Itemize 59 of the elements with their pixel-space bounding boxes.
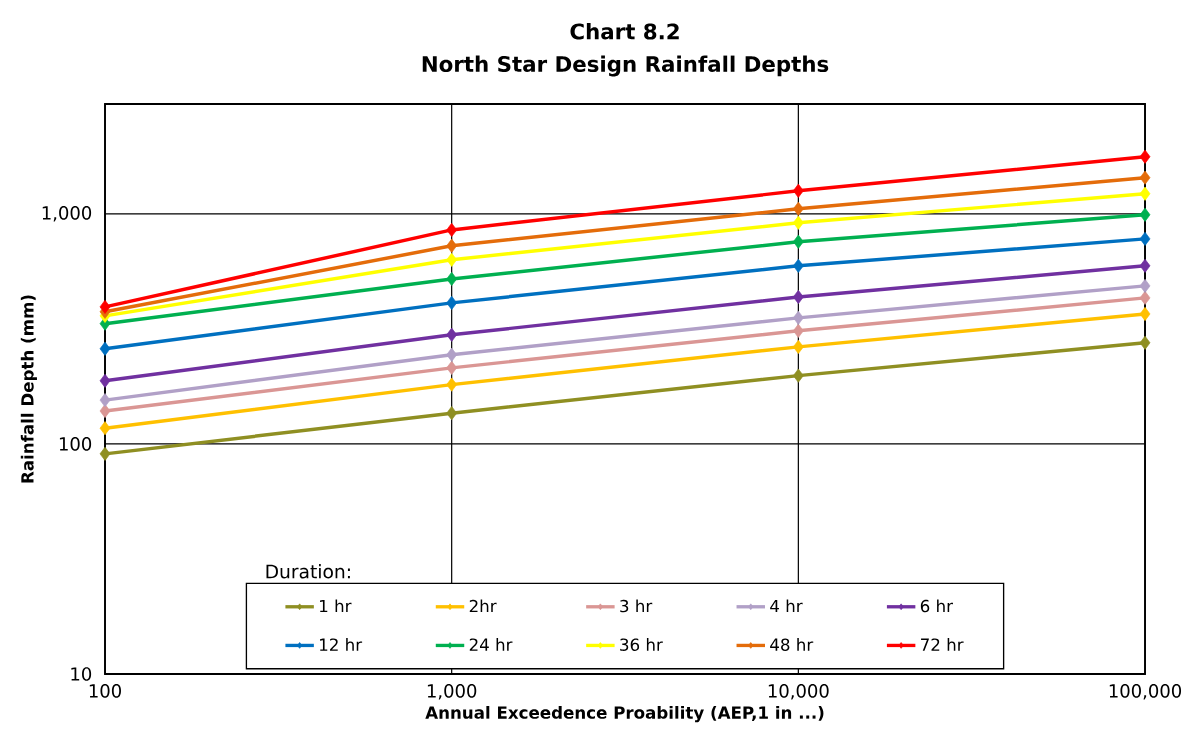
legend-label: 3 hr <box>620 599 653 613</box>
legend-label: 24 hr <box>469 638 513 651</box>
y-tick-label: 10 <box>71 667 92 681</box>
x-tick-label: 100,000 <box>1109 684 1182 700</box>
point <box>1139 207 1151 222</box>
point <box>1139 278 1151 293</box>
point <box>446 271 458 286</box>
point <box>1139 306 1151 321</box>
point <box>793 368 804 383</box>
point <box>99 373 111 388</box>
legend-label: 2hr <box>469 599 497 613</box>
point <box>1139 186 1151 201</box>
point <box>446 295 458 310</box>
point <box>1139 335 1151 350</box>
point <box>99 393 111 408</box>
point <box>446 252 458 267</box>
point <box>793 310 804 325</box>
point <box>446 238 458 253</box>
point <box>793 289 804 304</box>
point <box>1139 258 1151 273</box>
point <box>446 377 458 392</box>
point <box>1139 149 1151 164</box>
point <box>446 327 458 342</box>
y-tick-label: 1,000 <box>42 206 92 222</box>
point <box>1139 231 1151 246</box>
point <box>793 234 804 249</box>
point <box>1139 290 1151 305</box>
y-axis-title: Rainfall Depth (mm) <box>20 295 37 483</box>
point <box>793 323 804 338</box>
point <box>99 421 111 436</box>
point <box>793 183 804 198</box>
point <box>99 299 111 314</box>
x-tick-label: 1,000 <box>427 684 477 700</box>
point <box>99 446 111 461</box>
x-tick-label: 100 <box>89 684 121 698</box>
point <box>1139 170 1151 185</box>
chart-subtitle: North Star Design Rainfall Depths <box>422 55 829 77</box>
point <box>793 201 804 216</box>
point <box>793 215 804 230</box>
legend-label: 36 hr <box>620 638 663 651</box>
point <box>446 222 458 237</box>
legend-label: 1 hr <box>320 599 352 613</box>
x-tick-label: 10,000 <box>768 684 829 700</box>
point <box>99 341 111 356</box>
point <box>793 339 804 354</box>
legend-label: 72 hr <box>921 638 964 651</box>
legend-label: 48 hr <box>770 638 814 651</box>
point <box>793 258 804 273</box>
chart-title: Chart 8.2 <box>570 23 679 40</box>
point <box>446 406 458 421</box>
legend-label: 6 hr <box>920 599 953 613</box>
y-tick-label: 100 <box>59 437 92 451</box>
point <box>446 347 458 362</box>
legend-label: 12 hr <box>320 638 363 651</box>
x-axis-title: Annual Exceedence Proability (AEP,1 in ...) <box>425 705 824 723</box>
legend-label: 4 hr <box>770 599 803 613</box>
point <box>99 403 111 418</box>
point <box>446 360 458 375</box>
legend-title: Duration: <box>266 564 350 579</box>
